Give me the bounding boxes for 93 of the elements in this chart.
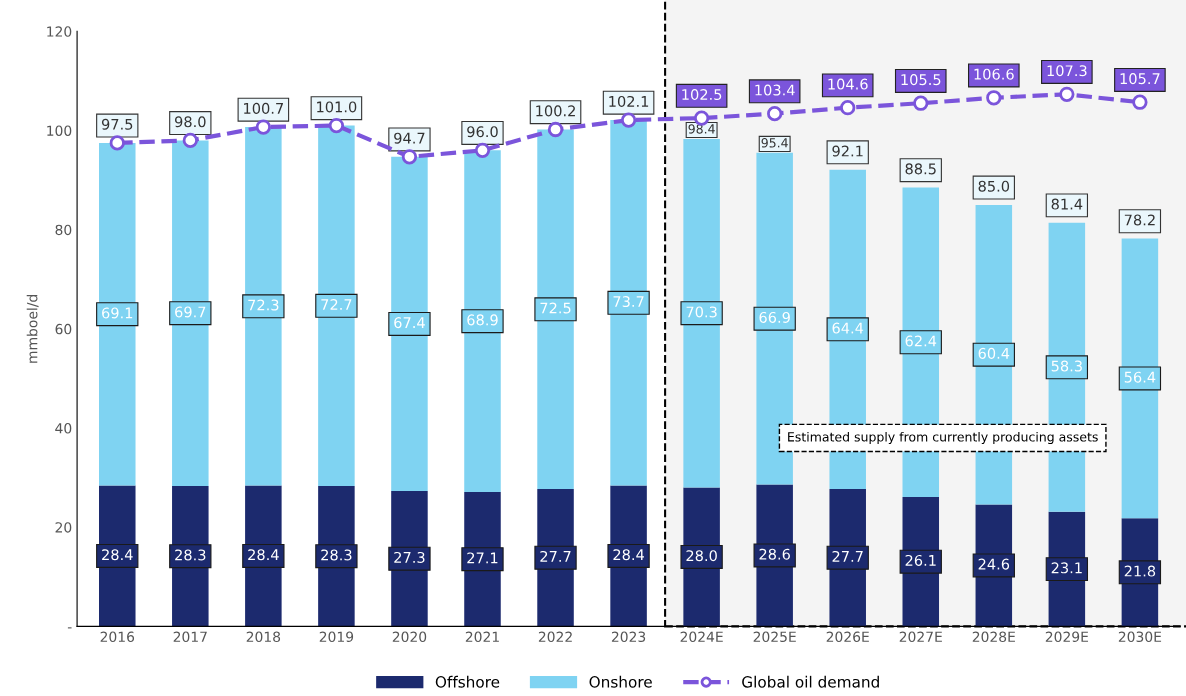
x-tick-label: 2028E [972, 631, 1015, 643]
data-label: 62.4 [905, 335, 937, 347]
total-label: 88.5 [905, 163, 936, 175]
data-label: 106.6 [974, 68, 1014, 80]
data-label: 107.3 [1047, 65, 1087, 77]
point [986, 90, 1002, 106]
band-label: Estimated supply from currently producing assets [788, 431, 1098, 445]
data-label: 72.3 [248, 299, 279, 311]
data-label: 66.9 [759, 311, 790, 323]
total-label: 98.4 [688, 124, 715, 134]
point [620, 112, 637, 128]
x-tick-label: 2024E [680, 631, 723, 643]
data-label: 102.5 [682, 88, 722, 101]
y-tick-label: 80 [55, 224, 72, 236]
data-label: 72.5 [540, 302, 571, 314]
total-label: 100.7 [244, 102, 283, 114]
point [547, 121, 564, 138]
y-tick-label: 40 [55, 423, 72, 434]
legend-label: Onshore [589, 675, 652, 688]
data-label: 73.7 [613, 296, 644, 308]
data-label: 58.3 [1051, 360, 1082, 372]
data-label: 105.7 [1120, 73, 1160, 85]
total-label: 97.5 [101, 118, 133, 130]
data-label: 28.3 [175, 549, 206, 561]
data-label: 23.1 [1051, 562, 1082, 574]
legend-label: Offshore [435, 675, 500, 688]
total-label: 102.1 [609, 95, 649, 107]
x-tick-label: 2022 [538, 631, 572, 643]
x-tick-label: 2018 [246, 631, 281, 643]
x-tick-label: 2021 [465, 631, 499, 643]
total-label: 81.4 [1051, 198, 1083, 210]
point [182, 132, 198, 149]
point [401, 149, 418, 165]
x-tick-label: 2027E [899, 631, 942, 643]
data-label: 104.6 [828, 78, 868, 90]
data-label: 69.1 [102, 307, 133, 319]
data-label: 105.5 [901, 74, 941, 86]
data-label: 24.6 [978, 558, 1010, 570]
total-label: 98.0 [174, 116, 206, 128]
x-tick-label: 2019 [319, 631, 354, 643]
total-label: 101.0 [317, 101, 357, 113]
x-tick-label: 2030E [1118, 631, 1162, 643]
legend-label: Global oil demand [742, 675, 879, 688]
data-label: 27.7 [832, 550, 863, 562]
data-label: 28.3 [321, 549, 352, 561]
data-label: 27.3 [394, 551, 425, 563]
data-label: 27.7 [540, 550, 571, 562]
data-label: 72.7 [321, 299, 352, 310]
point [1132, 94, 1148, 110]
data-label: 68.9 [467, 314, 498, 326]
total-label: 85.0 [978, 180, 1010, 192]
data-label: 28.6 [759, 548, 790, 560]
data-label: 70.3 [686, 306, 717, 318]
total-label: 95.4 [761, 138, 788, 148]
total-label: 100.2 [536, 105, 575, 117]
total-label: 94.7 [394, 132, 425, 144]
data-label: 64.4 [832, 322, 864, 334]
y-tick-label: 120 [47, 26, 72, 37]
data-label: 28.4 [613, 549, 644, 561]
point [109, 135, 125, 151]
total-label: 92.1 [832, 145, 863, 157]
point [474, 142, 491, 158]
data-label: 28.0 [686, 550, 717, 562]
x-tick-label: 2025E [753, 631, 796, 643]
point [767, 106, 783, 122]
data-label: 28.4 [248, 549, 279, 561]
x-tick-label: 2020 [392, 631, 427, 643]
data-label: 28.4 [102, 549, 133, 561]
data-label: 27.1 [467, 552, 498, 564]
x-tick-label: 2016 [100, 631, 135, 643]
data-label: 69.7 [175, 306, 206, 318]
y-tick-label: 60 [55, 323, 72, 335]
x-tick-label: 2017 [173, 631, 207, 643]
data-label: 21.8 [1124, 565, 1156, 577]
x-tick-label: 2026E [826, 631, 869, 643]
total-label: 96.0 [467, 126, 498, 138]
total-label: 78.2 [1124, 214, 1155, 226]
data-label: 103.4 [755, 84, 795, 96]
data-label: 56.4 [1124, 371, 1156, 383]
y-tick-label: - [67, 627, 72, 629]
point [840, 100, 856, 116]
data-label: 67.4 [394, 317, 425, 329]
point [1059, 86, 1075, 102]
point [913, 95, 929, 111]
x-tick-label: 2029E [1045, 631, 1089, 643]
data-label: 60.4 [978, 347, 1010, 359]
y-tick-label: 20 [55, 522, 72, 533]
data-label: 26.1 [905, 554, 936, 566]
point [328, 117, 345, 134]
point [255, 119, 271, 135]
y-axis-title: mmboel/d [26, 294, 39, 363]
x-tick-label: 2023 [611, 631, 646, 643]
y-tick-label: 100 [47, 125, 72, 136]
